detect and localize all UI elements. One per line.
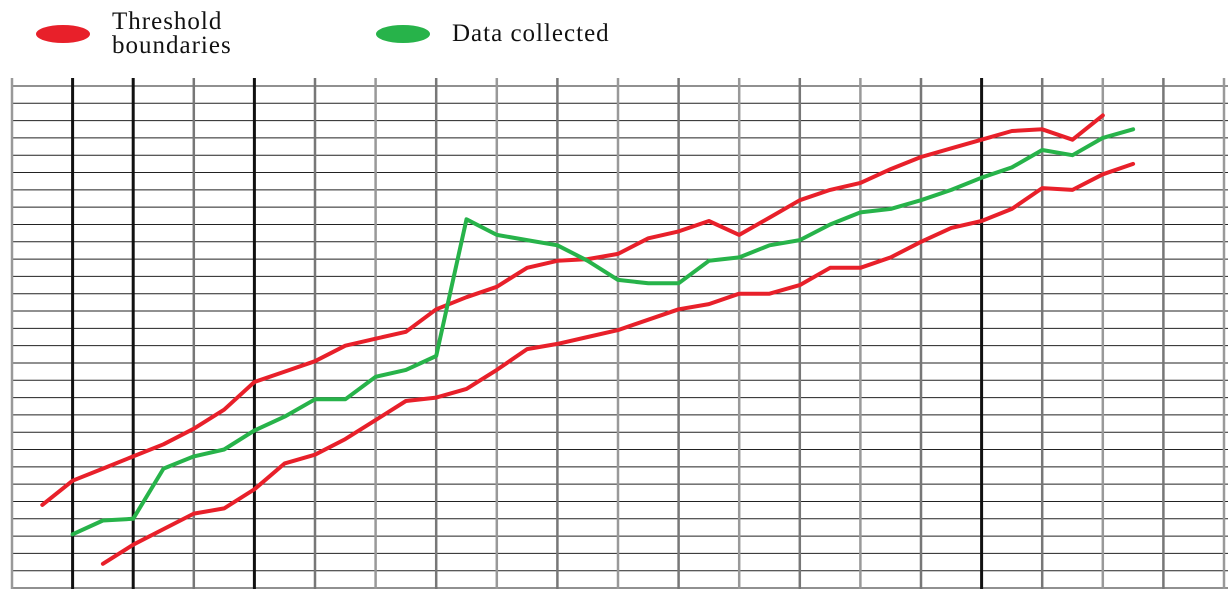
legend-label: Data collected bbox=[452, 20, 610, 47]
data-line bbox=[70, 127, 1136, 537]
legend-swatch bbox=[376, 25, 430, 43]
legend-swatch bbox=[36, 25, 90, 43]
legend-entry: Data collected bbox=[376, 20, 610, 47]
data-line bbox=[40, 113, 1105, 507]
data-line bbox=[100, 161, 1136, 566]
legend-label: Threshold boundaries bbox=[112, 8, 232, 59]
legend-entry: Threshold boundaries bbox=[36, 8, 262, 59]
